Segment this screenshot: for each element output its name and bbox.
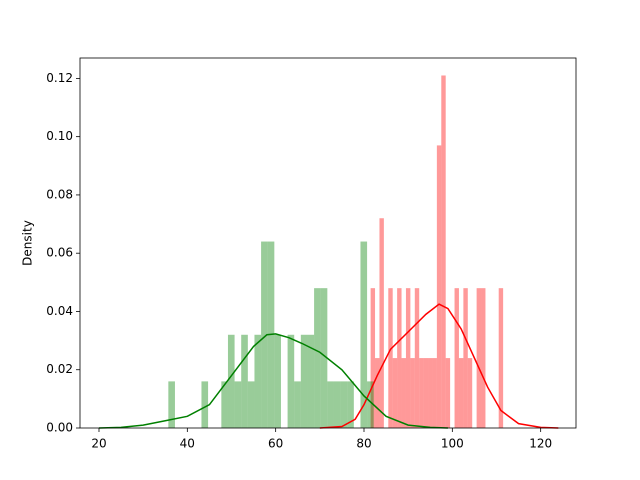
histogram-bar xyxy=(414,288,420,428)
histogram-bar xyxy=(388,288,393,428)
histogram-bar xyxy=(247,381,255,428)
histogram-bar xyxy=(221,381,228,428)
histogram-bar xyxy=(476,288,482,428)
histogram-bar xyxy=(401,358,406,428)
y-tick-label: 0.04 xyxy=(46,304,73,318)
histogram-bar xyxy=(436,145,442,428)
x-tick-label: 60 xyxy=(268,437,283,451)
histogram-bar xyxy=(481,288,486,428)
x-tick-label: 20 xyxy=(91,437,106,451)
histogram-bar xyxy=(201,381,209,428)
histogram-bar xyxy=(168,381,175,428)
histogram-bar xyxy=(405,288,411,428)
histogram-bar xyxy=(274,334,281,428)
x-tick-label: 100 xyxy=(441,437,464,451)
histogram-bar xyxy=(347,381,354,428)
x-tick-label: 40 xyxy=(180,437,195,451)
histogram-bar xyxy=(397,288,402,428)
histogram-bar xyxy=(392,358,398,428)
histogram-bar xyxy=(445,358,451,428)
histogram-bar xyxy=(498,288,504,428)
histogram-bar xyxy=(287,334,295,428)
y-tick-label: 0.08 xyxy=(46,187,73,201)
histogram-bar xyxy=(367,381,374,428)
y-tick-label: 0.12 xyxy=(46,71,73,85)
histogram-bar xyxy=(327,381,334,428)
histogram-bar xyxy=(340,381,348,428)
kde-line xyxy=(98,333,448,429)
histogram-bar xyxy=(370,288,376,428)
y-axis-label: Density xyxy=(21,220,35,266)
histogram-bar xyxy=(375,358,380,428)
axes-frame xyxy=(79,57,577,429)
histogram-bar xyxy=(458,358,464,428)
histogram-bar xyxy=(467,358,473,428)
histogram-bar xyxy=(314,288,321,428)
histogram-bar xyxy=(254,334,262,428)
histogram-bar xyxy=(294,381,301,428)
histogram-bar xyxy=(320,288,328,428)
y-tick-label: 0.02 xyxy=(46,362,73,376)
histogram-bar xyxy=(360,241,368,428)
histogram-bar xyxy=(241,334,248,428)
kde-line xyxy=(319,303,559,429)
histogram-bar xyxy=(463,288,468,428)
histogram-bar xyxy=(454,288,459,428)
histogram-bar xyxy=(423,358,429,428)
histogram-bar xyxy=(419,358,424,428)
histogram-bar xyxy=(227,334,235,428)
x-tick-label: 120 xyxy=(529,437,552,451)
histogram-bar xyxy=(428,358,433,428)
y-tick-label: 0.00 xyxy=(46,421,73,435)
y-tick-label: 0.10 xyxy=(46,129,73,143)
histogram-bar xyxy=(261,241,268,428)
histogram-bar xyxy=(441,75,446,428)
histogram-bar xyxy=(300,334,308,428)
x-tick-label: 80 xyxy=(356,437,371,451)
y-tick-label: 0.06 xyxy=(46,246,73,260)
histogram-bar xyxy=(234,381,242,428)
plot-area xyxy=(98,75,559,429)
histogram-bar xyxy=(333,381,341,428)
histogram-bar xyxy=(410,358,415,428)
histogram-bar xyxy=(432,358,437,428)
histogram-bar xyxy=(379,218,384,428)
histogram-bar xyxy=(307,334,315,428)
